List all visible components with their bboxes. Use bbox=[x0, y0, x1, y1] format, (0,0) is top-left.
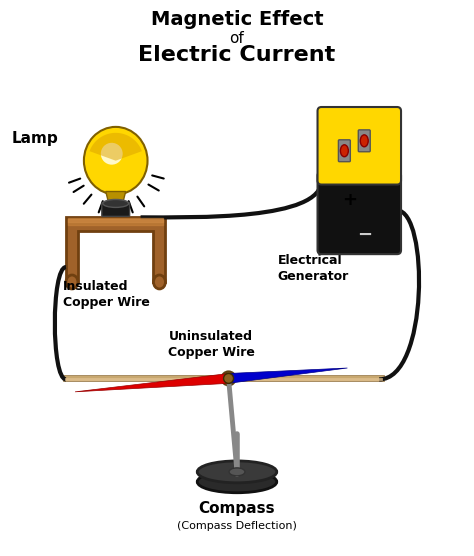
Text: of: of bbox=[229, 32, 245, 47]
Circle shape bbox=[224, 374, 234, 384]
Ellipse shape bbox=[229, 468, 245, 476]
Text: −: − bbox=[357, 226, 372, 244]
Ellipse shape bbox=[103, 200, 128, 207]
Bar bbox=[63, 375, 384, 381]
Polygon shape bbox=[66, 217, 165, 282]
Text: Electrical
Generator: Electrical Generator bbox=[278, 254, 349, 282]
Text: (Compass Deflection): (Compass Deflection) bbox=[177, 520, 297, 530]
Text: +: + bbox=[342, 191, 357, 210]
Text: Compass: Compass bbox=[199, 501, 275, 516]
Ellipse shape bbox=[197, 461, 277, 483]
Ellipse shape bbox=[101, 143, 123, 165]
Text: Magnetic Effect: Magnetic Effect bbox=[151, 9, 323, 28]
Ellipse shape bbox=[221, 371, 236, 385]
Text: Insulated
Copper Wire: Insulated Copper Wire bbox=[63, 280, 150, 309]
Ellipse shape bbox=[360, 135, 368, 147]
Polygon shape bbox=[75, 374, 229, 392]
FancyBboxPatch shape bbox=[358, 130, 370, 152]
Polygon shape bbox=[106, 191, 126, 203]
FancyBboxPatch shape bbox=[318, 172, 401, 254]
FancyBboxPatch shape bbox=[318, 107, 401, 185]
Text: Electric Current: Electric Current bbox=[138, 46, 336, 66]
Ellipse shape bbox=[197, 471, 277, 493]
Polygon shape bbox=[228, 368, 347, 383]
Ellipse shape bbox=[66, 275, 78, 289]
Text: Lamp: Lamp bbox=[11, 131, 58, 146]
FancyBboxPatch shape bbox=[338, 140, 350, 162]
FancyBboxPatch shape bbox=[102, 202, 129, 216]
Ellipse shape bbox=[84, 127, 147, 195]
Ellipse shape bbox=[340, 145, 348, 157]
Polygon shape bbox=[90, 133, 142, 161]
Text: Uninsulated
Copper Wire: Uninsulated Copper Wire bbox=[168, 330, 255, 359]
Ellipse shape bbox=[154, 275, 165, 289]
